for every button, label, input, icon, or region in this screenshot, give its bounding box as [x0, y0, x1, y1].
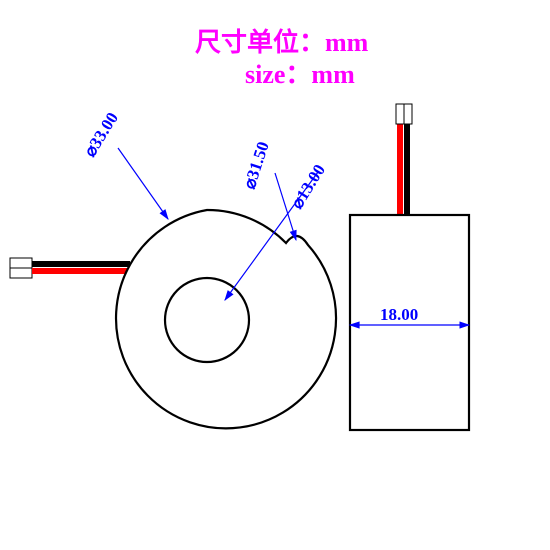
label-side-width: 18.00 [380, 305, 418, 324]
label-inner-dia: ⌀13.00 [287, 161, 329, 212]
left-wire-pair [10, 258, 130, 278]
label-outer-dia: ⌀33.00 [80, 109, 122, 160]
label-middle-dia: ⌀31.50 [240, 139, 273, 191]
inner-hole [165, 278, 249, 362]
drawing-canvas: ⌀33.00 ⌀31.50 ⌀13.00 18.00 [0, 0, 550, 550]
dim-outer-dia: ⌀33.00 [80, 109, 168, 219]
top-view [116, 210, 336, 428]
side-view [350, 104, 469, 430]
